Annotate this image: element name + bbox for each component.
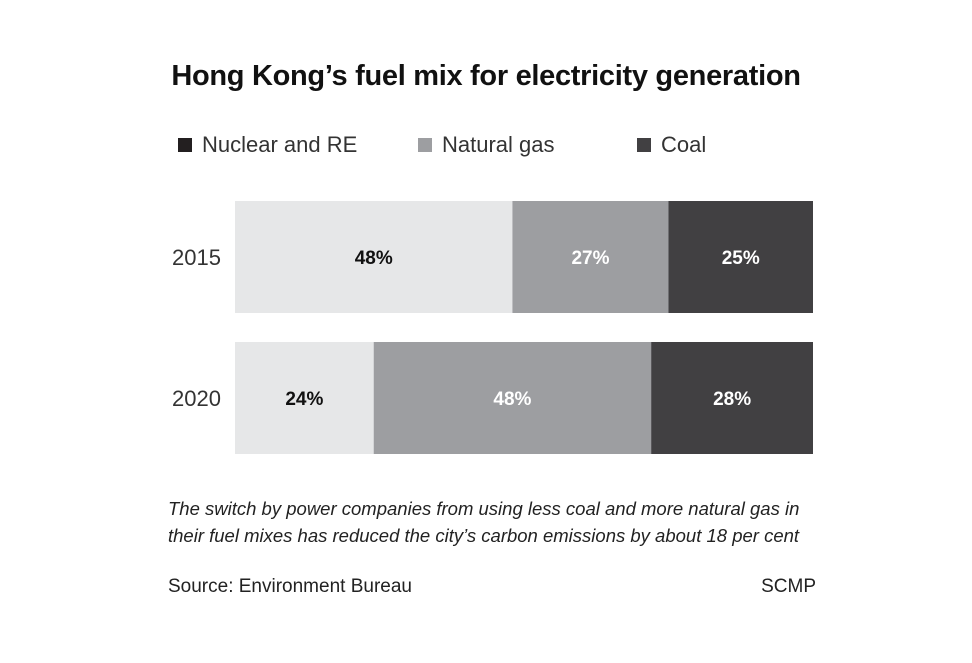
legend-label: Nuclear and RE	[202, 132, 358, 157]
bar-segment	[668, 201, 813, 313]
legend-swatch	[637, 138, 651, 152]
bar-segment	[235, 201, 513, 313]
bar-segment	[512, 201, 669, 313]
data-label: 25%	[722, 248, 760, 269]
source: Source: Environment Bureau	[168, 576, 412, 597]
chart-title: Hong Kong’s fuel mix for electricity gen…	[171, 60, 801, 92]
data-label: 27%	[571, 248, 609, 269]
annotation: The switch by power companies from using…	[168, 498, 800, 546]
data-label: 24%	[285, 389, 323, 410]
data-label: 48%	[493, 389, 531, 410]
legend-swatch	[178, 138, 192, 152]
bar-segment	[373, 342, 652, 454]
bar-segment	[651, 342, 813, 454]
credit: SCMP	[761, 576, 816, 597]
legend-item-coal: Coal	[637, 132, 706, 158]
category-label: 2020	[172, 386, 221, 411]
legend-label: Natural gas	[442, 132, 555, 157]
category-label: 2015	[172, 245, 221, 270]
legend-label: Coal	[661, 132, 707, 157]
legend-item-nuclear: Nuclear and RE	[178, 132, 357, 158]
data-label: 48%	[355, 248, 393, 269]
data-label: 28%	[713, 389, 751, 410]
legend-item-natural-gas: Natural gas	[418, 132, 555, 158]
bar-segment	[235, 342, 374, 454]
legend-swatch	[418, 138, 432, 152]
